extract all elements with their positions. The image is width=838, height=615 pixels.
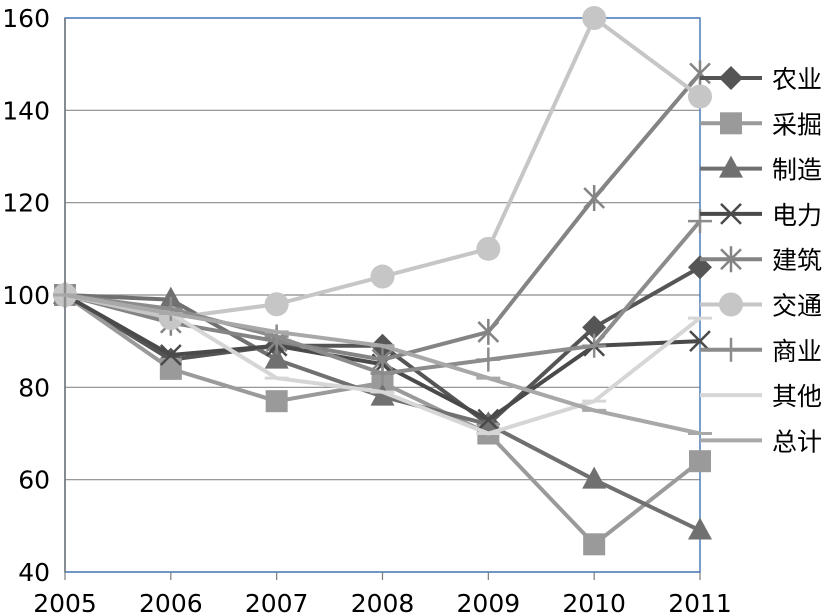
y-tick-label: 140 bbox=[2, 96, 50, 125]
legend-entry: 采掘 bbox=[700, 110, 822, 139]
legend-label: 商业 bbox=[772, 337, 822, 366]
legend-marker bbox=[719, 155, 743, 178]
data-point-marker bbox=[583, 185, 606, 212]
legend-marker bbox=[720, 246, 742, 273]
x-tick-label: 2007 bbox=[245, 589, 309, 615]
series-9 bbox=[53, 293, 712, 436]
x-tick-label: 2006 bbox=[139, 589, 203, 615]
legend-entry: 交通 bbox=[700, 292, 822, 321]
legend-marker bbox=[720, 203, 742, 225]
legend-entry: 其他 bbox=[700, 382, 822, 411]
data-point-marker bbox=[688, 255, 712, 280]
y-tick-label: 100 bbox=[2, 281, 50, 310]
data-point-marker bbox=[264, 324, 289, 349]
series-lines bbox=[53, 6, 712, 556]
legend-marker bbox=[719, 292, 743, 317]
legend-label: 电力 bbox=[772, 201, 822, 230]
x-tick-label: 2005 bbox=[33, 589, 97, 615]
data-point-marker bbox=[583, 533, 606, 556]
data-point-marker bbox=[477, 318, 500, 345]
legend-marker bbox=[719, 66, 743, 90]
series-6 bbox=[53, 6, 712, 331]
data-point-marker bbox=[159, 344, 182, 366]
data-point-marker bbox=[264, 292, 289, 317]
gridlines bbox=[65, 17, 700, 573]
x-tick-label: 2008 bbox=[351, 589, 415, 615]
y-tick-label: 120 bbox=[2, 189, 50, 218]
series-7 bbox=[53, 209, 712, 386]
data-point-marker bbox=[265, 390, 288, 413]
data-point-marker bbox=[476, 411, 501, 434]
legend-entry: 电力 bbox=[700, 201, 822, 230]
legend-label: 总计 bbox=[772, 427, 822, 456]
y-tick-label: 40 bbox=[18, 558, 50, 587]
legend-label: 制造 bbox=[772, 156, 822, 185]
data-point-marker bbox=[689, 60, 711, 87]
data-point-marker bbox=[476, 236, 501, 261]
legend-entry: 农业 bbox=[700, 65, 822, 94]
data-point-marker bbox=[370, 361, 395, 386]
x-tick-label: 2011 bbox=[668, 589, 732, 615]
legend-entry: 制造 bbox=[700, 155, 822, 185]
legend-entry: 总计 bbox=[700, 427, 822, 456]
legend-label: 交通 bbox=[772, 292, 822, 321]
x-tick-label: 2009 bbox=[457, 589, 521, 615]
legend-label: 采掘 bbox=[772, 110, 822, 139]
data-point-marker bbox=[370, 383, 395, 406]
data-point-marker bbox=[476, 347, 501, 372]
y-tick-label: 80 bbox=[18, 373, 50, 402]
axes: 40 60 80 100 120 140 160 2005 2006 2007 2008 2009 20… bbox=[2, 4, 732, 615]
legend-entry: 商业 bbox=[700, 337, 822, 366]
data-point-marker bbox=[688, 517, 712, 540]
data-point-marker bbox=[689, 450, 711, 473]
data-point-marker bbox=[477, 408, 500, 431]
data-point-marker bbox=[582, 333, 607, 358]
data-point-marker bbox=[582, 315, 607, 340]
data-point-marker bbox=[158, 296, 183, 321]
x-tick-label: 2010 bbox=[562, 589, 626, 615]
legend-marker bbox=[719, 337, 743, 362]
y-tick-label: 160 bbox=[2, 4, 50, 33]
legend-label: 建筑 bbox=[772, 246, 822, 275]
legend-marker bbox=[720, 112, 742, 135]
data-point-marker bbox=[264, 346, 289, 369]
data-point-marker bbox=[582, 6, 607, 30]
legend-label: 农业 bbox=[772, 65, 822, 94]
data-point-marker bbox=[582, 466, 607, 489]
data-point-marker bbox=[688, 84, 712, 109]
data-point-marker bbox=[370, 264, 395, 289]
y-tick-label: 60 bbox=[18, 466, 50, 495]
data-point-marker bbox=[159, 357, 182, 380]
legend-entry: 建筑 bbox=[700, 246, 822, 275]
legend-label: 其他 bbox=[772, 382, 822, 411]
